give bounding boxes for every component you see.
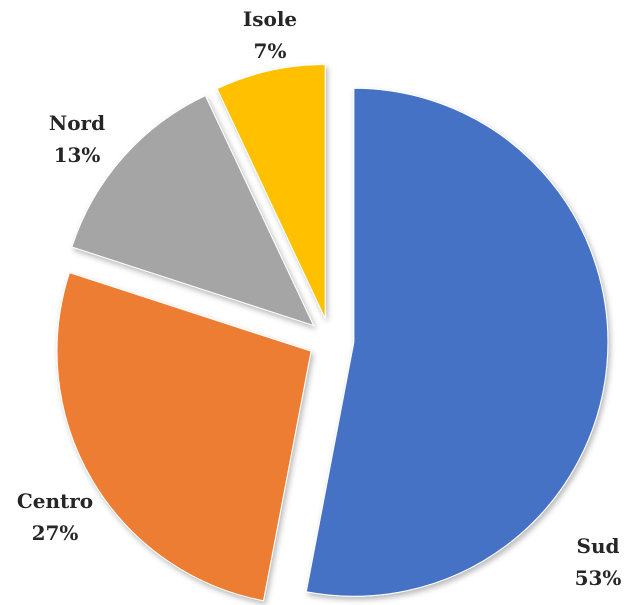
pie-slice-isole (216, 64, 326, 319)
data-label-nord: Nord 13% (49, 111, 105, 167)
data-label-category: Sud (577, 534, 620, 558)
data-label-value: 13% (54, 143, 101, 167)
data-label-value: 7% (254, 39, 287, 63)
data-label-value: 53% (575, 566, 622, 590)
data-label-category: Centro (17, 489, 93, 513)
pie-slice-sud (305, 87, 609, 597)
data-label-sud: Sud 53% (575, 534, 622, 590)
data-label-category: Isole (243, 7, 297, 31)
data-label-centro: Centro 27% (17, 489, 93, 545)
data-label-isole: Isole 7% (243, 7, 297, 63)
pie-labels: Sud 53% Centro 27% Nord 13% Isole 7% (17, 7, 622, 590)
pie-slice-centro (56, 272, 312, 602)
pie-slices (56, 64, 609, 602)
data-label-category: Nord (49, 111, 105, 135)
pie-slice-nord (71, 94, 315, 327)
data-label-value: 27% (32, 521, 79, 545)
